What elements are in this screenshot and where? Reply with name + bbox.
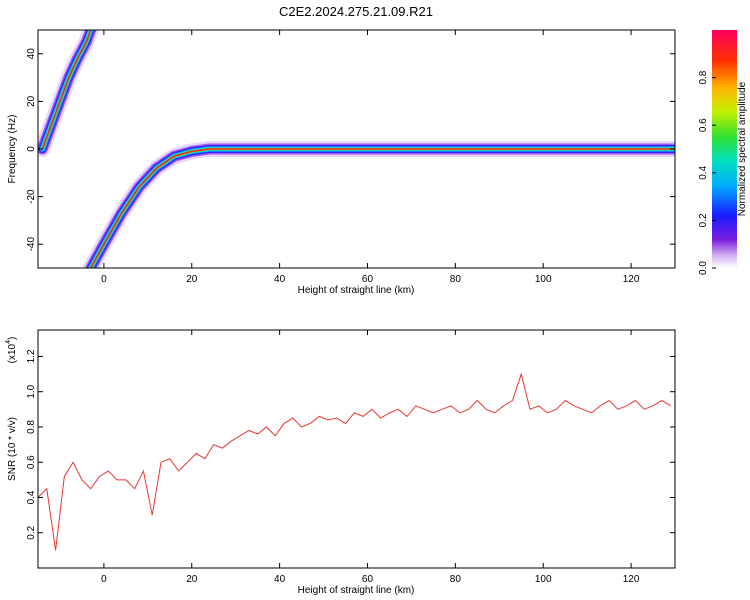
snr-y-ticks: 0.2 0.4 0.6 0.8 1.0 1.2	[26, 349, 675, 540]
x-tick-label: 60	[362, 574, 374, 585]
trace-1-layer-1	[85, 143, 675, 268]
spectrogram-x-ticks: 0 20 40 60 80 100 120	[101, 30, 640, 285]
y-tick-label: 0.4	[26, 490, 37, 504]
x-tick-label: 80	[450, 274, 462, 285]
trace-0-layer-5	[41, 30, 92, 150]
y-tick-label: 1.0	[26, 384, 37, 398]
spectrogram-panel: 0 20 40 60 80 100 120 -40 -20 0 20 40 Height of st…	[7, 29, 676, 296]
x-tick-label: 20	[186, 574, 198, 585]
snr-multiplier-exp: 4	[5, 340, 12, 344]
snr-multiplier-base: (x10	[7, 343, 18, 363]
colorbar: 0.0 0.2 0.4 0.6 0.8 Normalized spectral ampl…	[698, 30, 748, 275]
trace-1-layer-4	[89, 147, 675, 268]
spectrogram-traces	[38, 30, 675, 268]
colorbar-ticks: 0.0 0.2 0.4 0.6 0.8	[698, 70, 716, 275]
snr-x-label: Height of straight line (km)	[298, 585, 415, 596]
trace-1-layer-3	[88, 146, 675, 268]
y-tick-label: 0	[26, 146, 37, 152]
colorbar-tick-label: 0.0	[698, 261, 709, 275]
colorbar-tick-label: 0.2	[698, 213, 709, 227]
x-tick-label: 60	[362, 274, 374, 285]
y-tick-label: 20	[26, 95, 37, 107]
x-tick-label: 100	[535, 574, 552, 585]
y-tick-label: -40	[26, 237, 37, 252]
snr-y-label: SNR (10 * v/v)	[7, 417, 18, 481]
colorbar-tick-label: 0.6	[698, 118, 709, 132]
snr-series	[38, 372, 671, 551]
figure-title: C2E2.2024.275.21.09.R21	[279, 4, 433, 19]
trace-1-layer-5	[89, 148, 675, 268]
y-tick-label: 0.8	[26, 420, 37, 434]
snr-frame	[37, 329, 676, 569]
x-tick-label: 120	[623, 574, 640, 585]
spectrogram-y-ticks: -40 -20 0 20 40	[26, 48, 675, 252]
trace-1-layer-2	[86, 145, 675, 268]
y-tick-label: 1.2	[26, 349, 37, 363]
x-tick-label: 120	[623, 274, 640, 285]
y-tick-label: 40	[26, 48, 37, 60]
trace-1-layer-0	[82, 141, 675, 268]
snr-line-0	[38, 372, 671, 551]
y-tick-label: -20	[26, 189, 37, 204]
colorbar-tick-label: 0.8	[698, 70, 709, 84]
spectrogram-x-label: Height of straight line (km)	[298, 285, 415, 296]
y-tick-label: 0.2	[26, 525, 37, 539]
x-tick-label: 0	[101, 274, 107, 285]
x-tick-label: 80	[450, 574, 462, 585]
colorbar-label: Normalized spectral amplitude	[737, 81, 748, 216]
colorbar-gradient	[712, 30, 737, 268]
snr-multiplier: (x104)	[5, 337, 18, 364]
x-tick-label: 0	[101, 574, 107, 585]
snr-x-ticks: 0 20 40 60 80 100 120	[101, 330, 640, 585]
x-tick-label: 20	[186, 274, 198, 285]
y-tick-label: 0.6	[26, 455, 37, 469]
colorbar-tick-label: 0.4	[698, 165, 709, 179]
snr-panel: 0 20 40 60 80 100 120 0.2 0.4 0.6 0.8 1.0 1.2 Heigh…	[5, 329, 676, 596]
x-tick-label: 40	[274, 574, 286, 585]
spectrogram-y-label: Frequency (Hz)	[7, 115, 18, 184]
x-tick-label: 40	[274, 274, 286, 285]
x-tick-label: 100	[535, 274, 552, 285]
